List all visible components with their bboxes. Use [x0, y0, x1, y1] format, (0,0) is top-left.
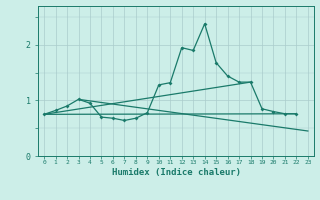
X-axis label: Humidex (Indice chaleur): Humidex (Indice chaleur) [111, 168, 241, 177]
